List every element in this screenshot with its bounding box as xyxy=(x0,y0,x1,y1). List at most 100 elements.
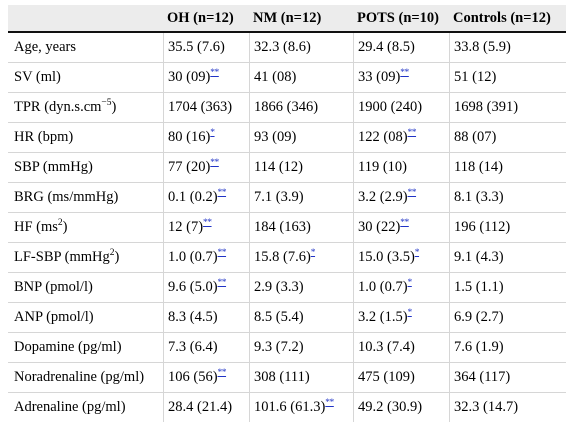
value-cell: 8.1 (3.3) xyxy=(449,183,566,213)
row-label-cell: BRG (ms/mmHg) xyxy=(8,183,163,213)
value-cell: 7.6 (1.9) xyxy=(449,333,566,363)
cell-value: 9.6 (5.0) xyxy=(168,279,218,295)
value-cell: 41 (08) xyxy=(249,63,353,93)
cell-value: 41 (08) xyxy=(254,69,297,85)
significance-link[interactable]: ** xyxy=(210,68,219,79)
significance-link[interactable]: ** xyxy=(217,248,227,259)
cell-value: 2.9 (3.3) xyxy=(254,279,304,295)
value-cell: 15.0 (3.5)* xyxy=(353,243,449,273)
cell-value: 80 (16) xyxy=(168,129,211,145)
value-cell: 1698 (391) xyxy=(449,93,566,123)
row-label: ANP (pmol/l) xyxy=(14,309,94,325)
significance-link[interactable]: ** xyxy=(407,188,417,199)
value-cell: 8.5 (5.4) xyxy=(249,303,353,333)
value-cell: 475 (109) xyxy=(353,363,449,393)
row-label: BNP (pmol/l) xyxy=(14,279,93,295)
row-label-cell: TPR (dyn.s.cm−5) xyxy=(8,93,163,123)
value-cell: 9.3 (7.2) xyxy=(249,333,353,363)
cell-value: 1698 (391) xyxy=(454,99,519,115)
value-cell: 30 (09)** xyxy=(163,63,249,93)
cell-value: 28.4 (21.4) xyxy=(168,399,233,415)
cell-value: 9.1 (4.3) xyxy=(454,249,504,265)
significance-link[interactable]: ** xyxy=(203,218,212,229)
row-label: BRG (ms/mmHg) xyxy=(14,189,119,205)
row-label-cell: Noradrenaline (pg/ml) xyxy=(8,363,163,393)
significance-link[interactable]: * xyxy=(407,278,413,289)
value-cell: 1.0 (0.7)* xyxy=(353,273,449,303)
data-table: OH (n=12) NM (n=12) POTS (n=10) Controls… xyxy=(8,5,566,422)
value-cell: 33 (09)** xyxy=(353,63,449,93)
cell-value: 1.5 (1.1) xyxy=(454,279,504,295)
cell-value: 7.1 (3.9) xyxy=(254,189,304,205)
significance-link[interactable]: ** xyxy=(217,188,227,199)
cell-value: 114 (12) xyxy=(254,159,303,175)
value-cell: 1900 (240) xyxy=(353,93,449,123)
table-row: BNP (pmol/l) 9.6 (5.0)** 2.9 (3.3) 1.0 (0.7… xyxy=(8,273,566,303)
row-label-cell: SV (ml) xyxy=(8,63,163,93)
cell-value: 8.5 (5.4) xyxy=(254,309,304,325)
cell-value: 3.2 (2.9) xyxy=(358,189,408,205)
significance-link[interactable]: ** xyxy=(210,158,219,169)
cell-value: 15.0 (3.5) xyxy=(358,249,415,265)
table-row: Adrenaline (pg/ml) 28.4 (21.4) 101.6 (61.3… xyxy=(8,393,566,422)
row-label-cell: HR (bpm) xyxy=(8,123,163,153)
value-cell: 3.2 (1.5)* xyxy=(353,303,449,333)
row-label-superscript: −5 xyxy=(101,98,112,109)
value-cell: 114 (12) xyxy=(249,153,353,183)
value-cell: 6.9 (2.7) xyxy=(449,303,566,333)
row-label: Dopamine (pg/ml) xyxy=(14,339,122,355)
value-cell: 32.3 (14.7) xyxy=(449,393,566,422)
value-cell: 29.4 (8.5) xyxy=(353,33,449,63)
table-row: TPR (dyn.s.cm−5) 1704 (363) 1866 (346) 1900… xyxy=(8,93,566,123)
significance-link[interactable]: * xyxy=(310,248,316,259)
significance-link[interactable]: ** xyxy=(400,218,409,229)
cell-value: 49.2 (30.9) xyxy=(358,399,423,415)
significance-link[interactable]: * xyxy=(414,248,420,259)
value-cell: 93 (09) xyxy=(249,123,353,153)
significance-link[interactable]: * xyxy=(210,128,215,139)
cell-value: 308 (111) xyxy=(254,369,310,385)
row-label-suffix: ) xyxy=(114,249,120,265)
cell-value: 7.3 (6.4) xyxy=(168,339,218,355)
cell-value: 33.8 (5.9) xyxy=(454,39,511,55)
value-cell: 1.5 (1.1) xyxy=(449,273,566,303)
value-cell: 9.1 (4.3) xyxy=(449,243,566,273)
cell-value: 184 (163) xyxy=(254,219,311,235)
value-cell: 119 (10) xyxy=(353,153,449,183)
row-label-cell: ANP (pmol/l) xyxy=(8,303,163,333)
value-cell: 33.8 (5.9) xyxy=(449,33,566,63)
significance-link[interactable]: ** xyxy=(217,368,227,379)
value-cell: 49.2 (30.9) xyxy=(353,393,449,422)
row-label-cell: BNP (pmol/l) xyxy=(8,273,163,303)
value-cell: 28.4 (21.4) xyxy=(163,393,249,422)
cell-value: 8.3 (4.5) xyxy=(168,309,218,325)
significance-link[interactable]: ** xyxy=(217,278,227,289)
row-label-superscript: 2 xyxy=(57,218,63,229)
value-cell: 106 (56)** xyxy=(163,363,249,393)
significance-link[interactable]: ** xyxy=(400,68,409,79)
cell-value: 30 (09) xyxy=(168,69,211,85)
value-cell: 88 (07) xyxy=(449,123,566,153)
value-cell: 184 (163) xyxy=(249,213,353,243)
value-cell: 1704 (363) xyxy=(163,93,249,123)
table-row: Noradrenaline (pg/ml) 106 (56)** 308 (111)… xyxy=(8,363,566,393)
significance-link[interactable]: * xyxy=(407,308,413,319)
value-cell: 35.5 (7.6) xyxy=(163,33,249,63)
cell-value: 364 (117) xyxy=(454,369,511,385)
cell-value: 101.6 (61.3) xyxy=(254,399,326,415)
cell-value: 196 (112) xyxy=(454,219,511,235)
value-cell: 51 (12) xyxy=(449,63,566,93)
cell-value: 3.2 (1.5) xyxy=(358,309,408,325)
table-row: BRG (ms/mmHg) 0.1 (0.2)** 7.1 (3.9) 3.2 (2.… xyxy=(8,183,566,213)
row-label: TPR (dyn.s.cm xyxy=(14,99,102,115)
row-label-cell: SBP (mmHg) xyxy=(8,153,163,183)
cell-value: 119 (10) xyxy=(358,159,407,175)
header-row: OH (n=12) NM (n=12) POTS (n=10) Controls… xyxy=(8,5,566,33)
value-cell: 7.1 (3.9) xyxy=(249,183,353,213)
cell-value: 1866 (346) xyxy=(254,99,319,115)
significance-link[interactable]: ** xyxy=(407,128,417,139)
cell-value: 1900 (240) xyxy=(358,99,423,115)
header-cell: POTS (n=10) xyxy=(353,5,449,33)
significance-link[interactable]: ** xyxy=(325,398,334,409)
row-label-superscript: 2 xyxy=(109,248,115,259)
